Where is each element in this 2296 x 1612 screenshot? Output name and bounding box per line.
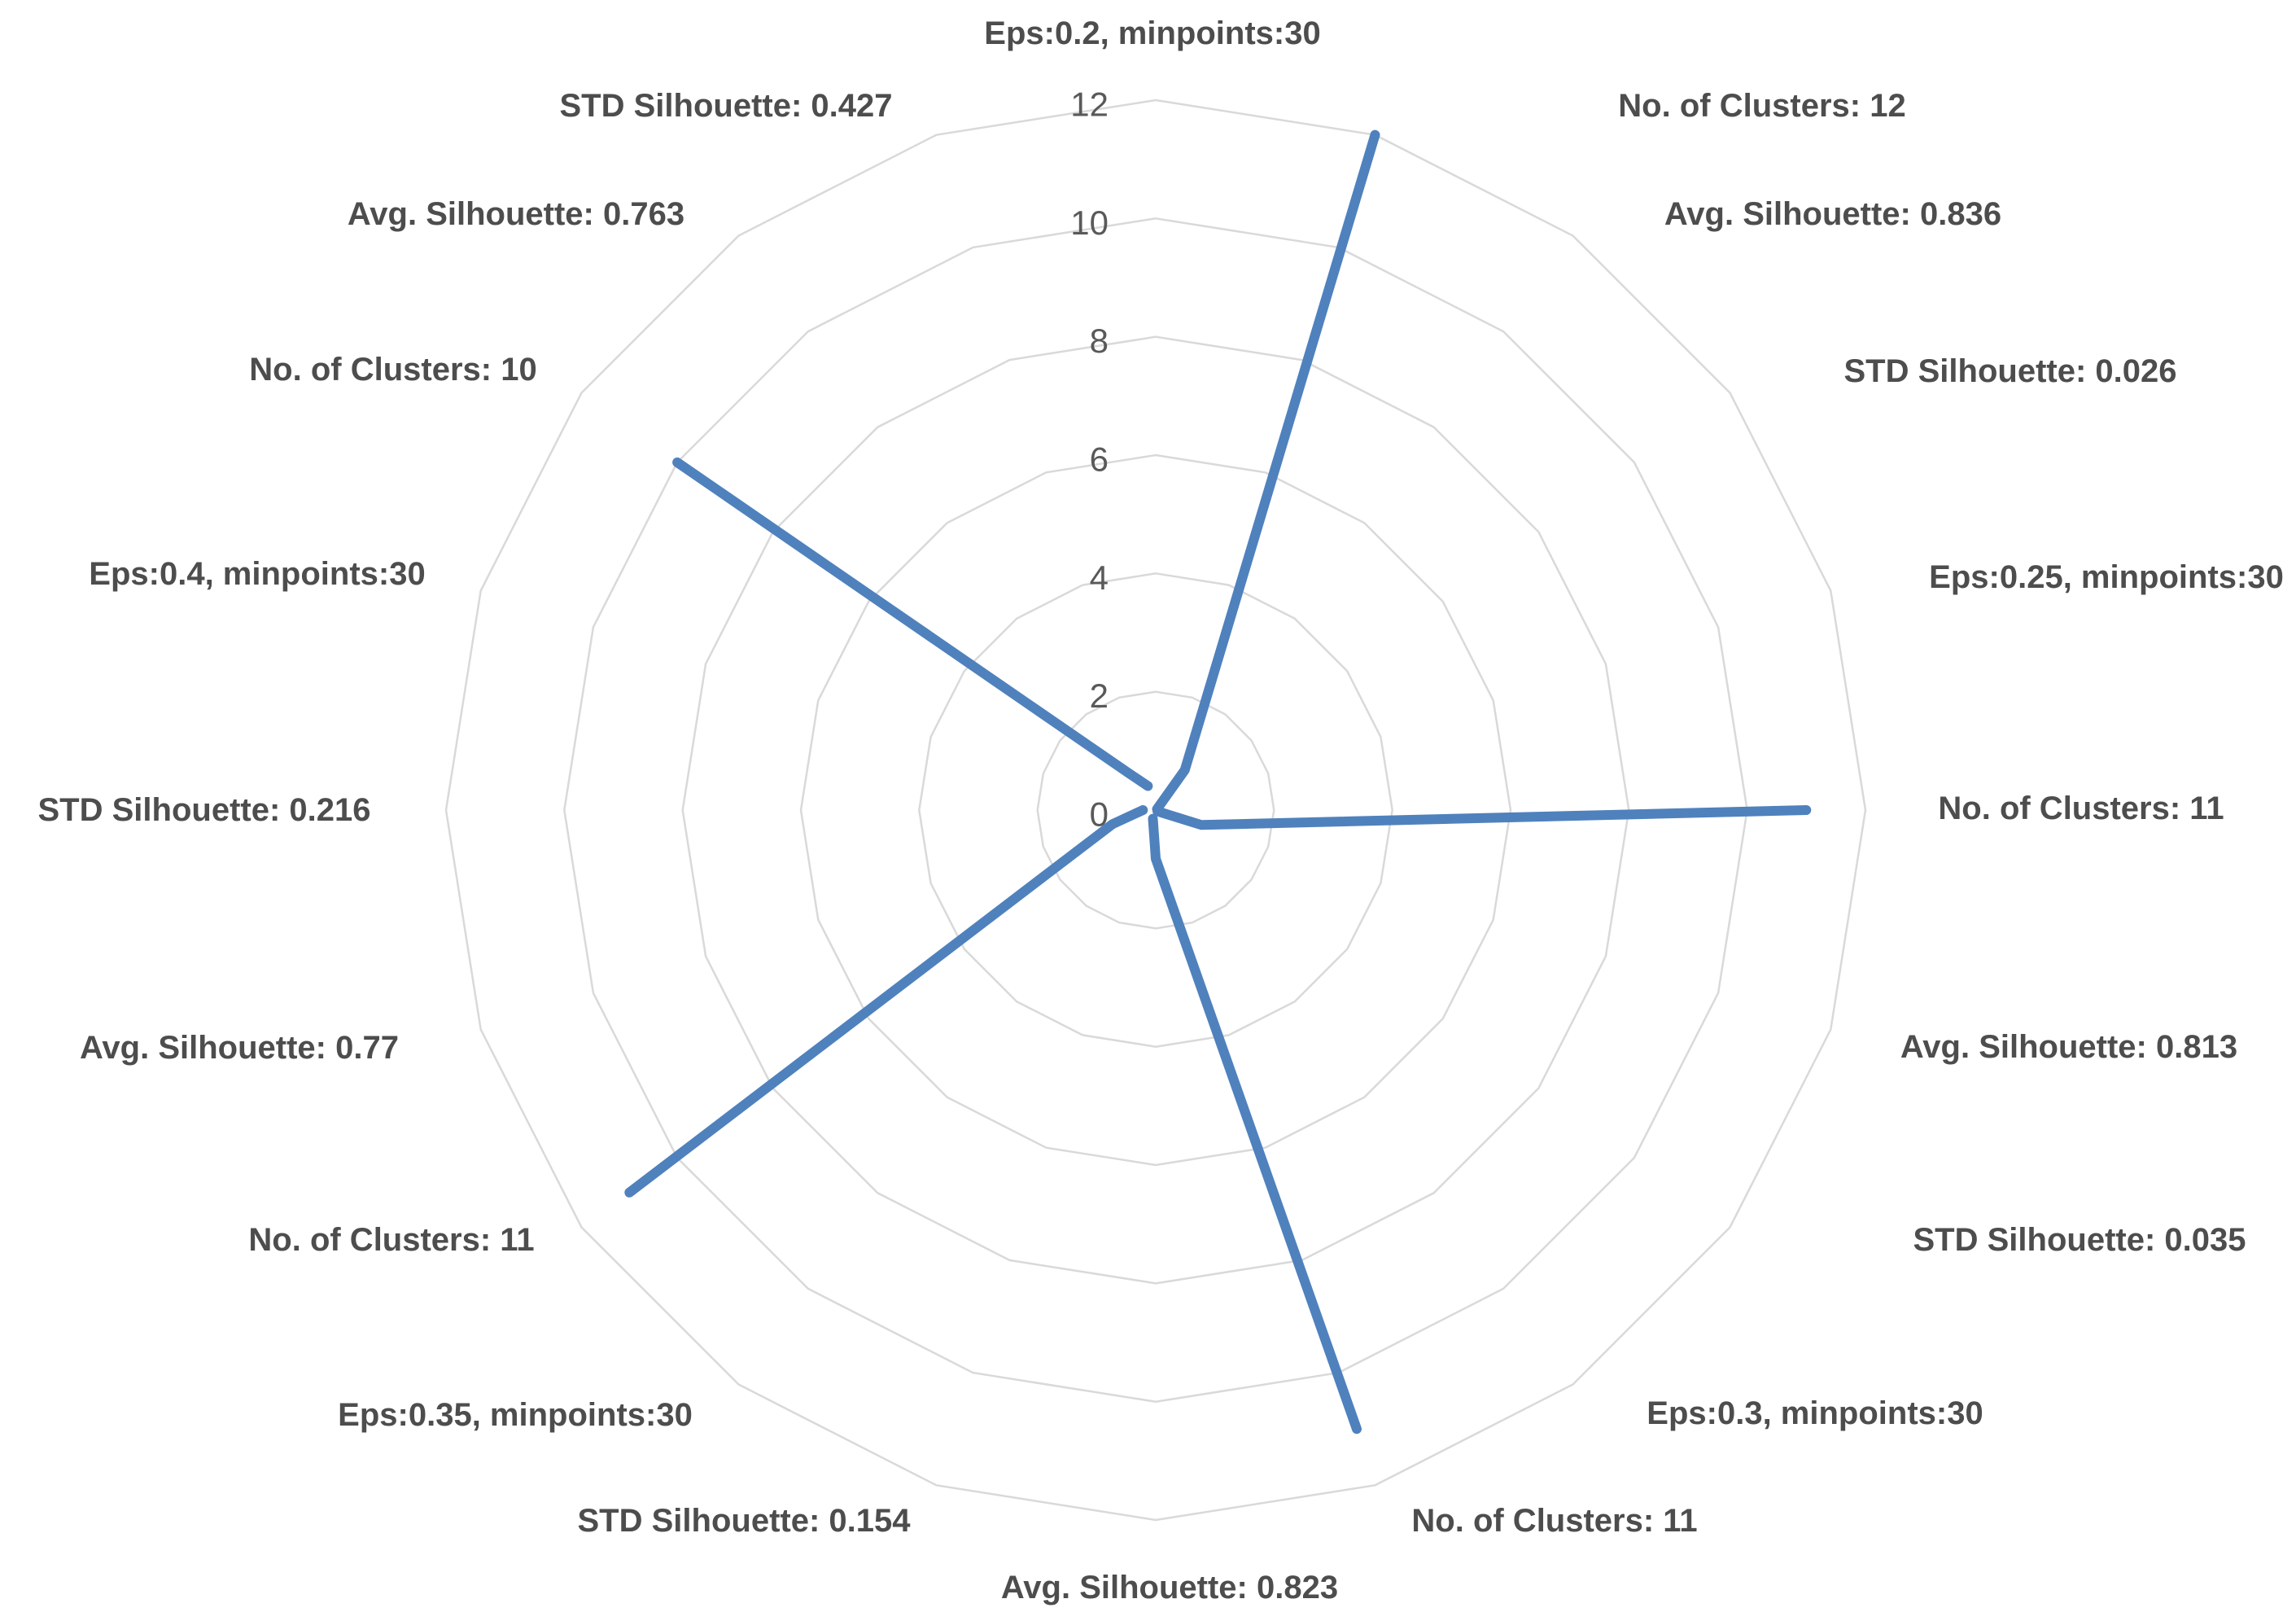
category-label: Eps:0.3, minpoints:30	[1647, 1395, 1983, 1431]
category-label: Eps:0.35, minpoints:30	[338, 1397, 693, 1433]
radial-tick-label: 6	[1090, 440, 1109, 479]
category-label: No. of Clusters: 11	[1938, 791, 2224, 826]
category-label: Avg. Silhouette: 0.823	[1001, 1570, 1338, 1605]
series-line-segment	[624, 805, 1148, 1198]
category-label: Avg. Silhouette: 0.813	[1900, 1029, 2237, 1065]
series-line-segment	[1148, 813, 1362, 1435]
series-line-segment	[1152, 129, 1380, 814]
series-line-segment	[1152, 805, 1812, 830]
grid-ring	[681, 335, 1630, 1285]
radial-tick-label: 8	[1090, 322, 1109, 360]
grid-ring	[1036, 690, 1275, 930]
radial-tick-label: 4	[1090, 559, 1109, 597]
series-line-segment	[672, 457, 1153, 791]
category-label: Eps:0.4, minpoints:30	[89, 556, 425, 592]
radial-tick-label: 10	[1070, 204, 1109, 242]
category-label: No. of Clusters: 11	[1411, 1503, 1697, 1539]
grid-ring	[563, 217, 1748, 1403]
category-label: No. of Clusters: 12	[1618, 88, 1905, 124]
grid-ring	[444, 99, 1867, 1522]
grid-ring	[918, 572, 1393, 1048]
category-label: Avg. Silhouette: 0.836	[1664, 196, 2001, 232]
category-label: Eps:0.25, minpoints:30	[1929, 559, 2284, 595]
category-label: STD Silhouette: 0.035	[1913, 1222, 2246, 1258]
radial-tick-label: 0	[1090, 795, 1109, 834]
category-label: Eps:0.2, minpoints:30	[984, 15, 1320, 51]
category-label: Avg. Silhouette: 0.763	[348, 196, 684, 232]
grid-ring	[799, 453, 1512, 1167]
category-label: STD Silhouette: 0.427	[560, 88, 893, 124]
category-label: STD Silhouette: 0.154	[578, 1503, 912, 1539]
category-label: STD Silhouette: 0.216	[38, 792, 371, 828]
category-label: No. of Clusters: 10	[249, 352, 536, 388]
radial-tick-label: 2	[1090, 677, 1109, 715]
category-label: Avg. Silhouette: 0.77	[80, 1030, 399, 1066]
category-label: STD Silhouette: 0.026	[1844, 353, 2177, 389]
category-label: No. of Clusters: 11	[248, 1222, 534, 1258]
radial-tick-label: 12	[1070, 85, 1109, 124]
